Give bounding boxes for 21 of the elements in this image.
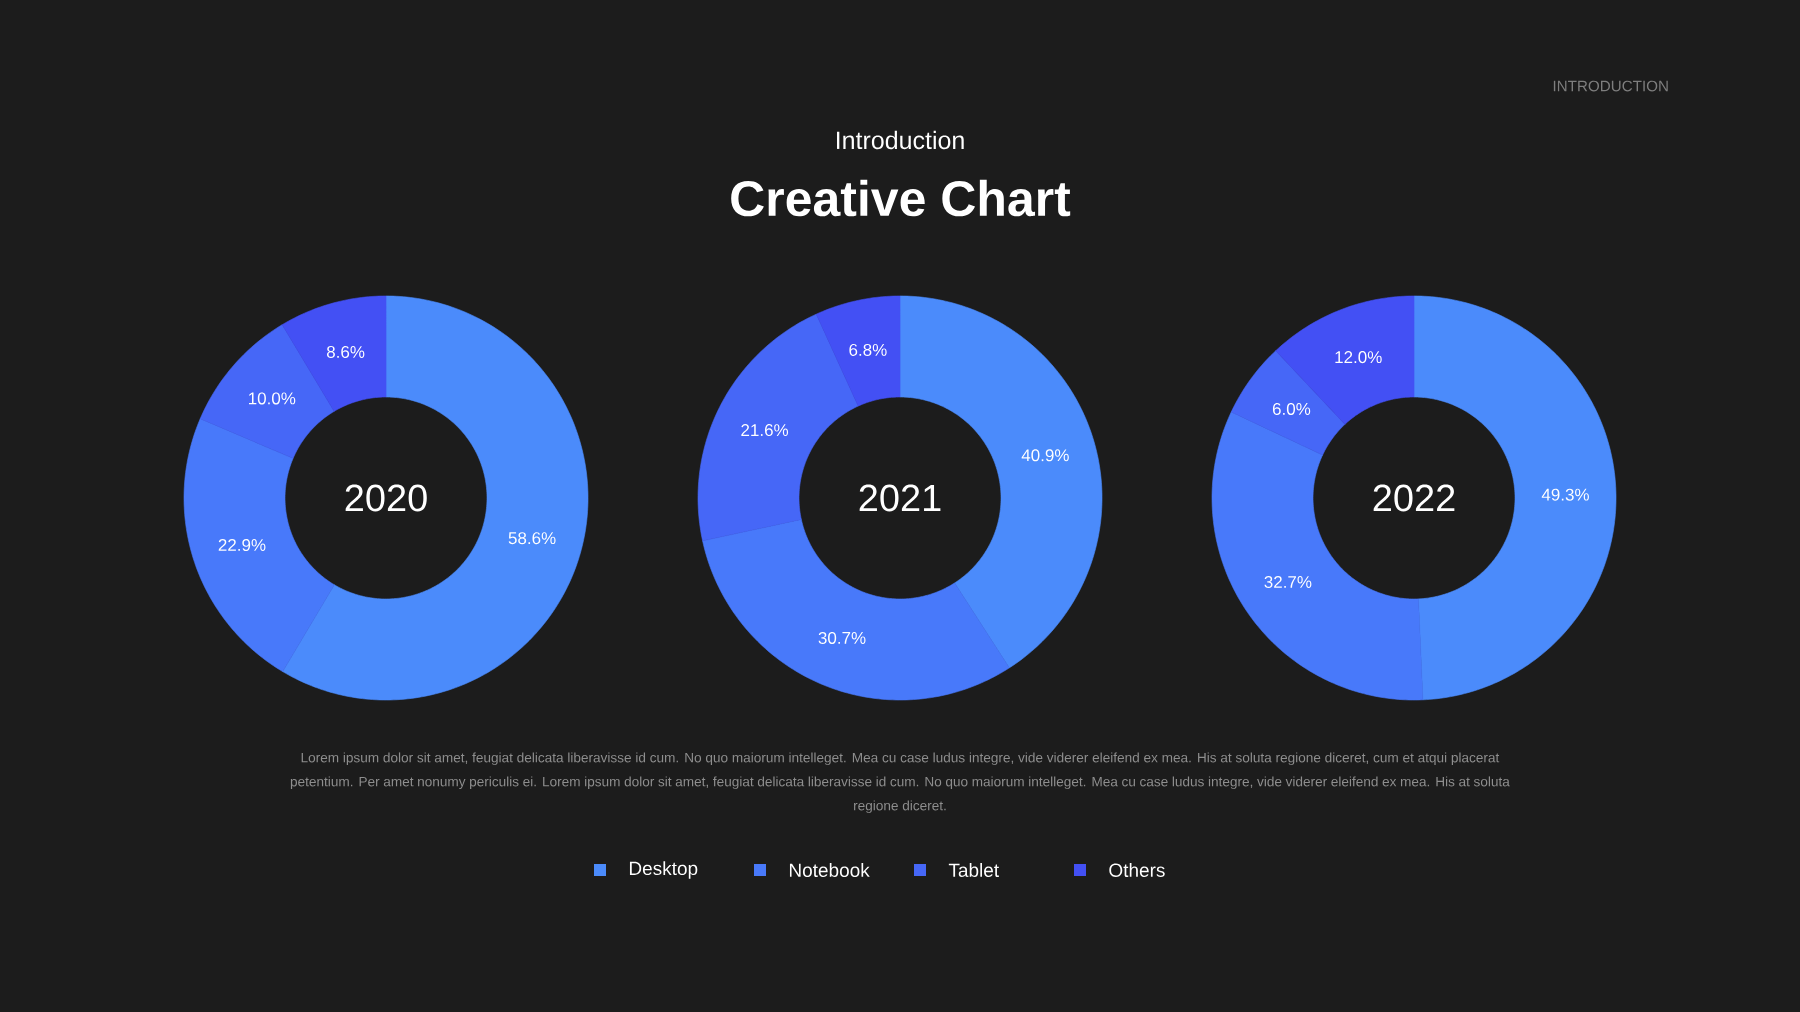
slice-label: 2021 <box>859 484 941 512</box>
legend-label: Desktop <box>629 861 698 879</box>
legend-label: Others <box>1109 863 1165 877</box>
data-label: 22.9% <box>218 538 266 552</box>
chart-subtitle: Introduction <box>837 130 964 150</box>
legend-label: Tablet <box>948 863 999 877</box>
data-label: 6.8% <box>849 343 887 356</box>
data-label: 8.6% <box>326 345 365 358</box>
slice-label: 2020 <box>345 484 427 512</box>
data-label: 49.3% <box>1541 488 1589 501</box>
data-label: 30.7% <box>818 631 866 644</box>
data-label: 58.6% <box>508 532 556 545</box>
slice-label: 2022 <box>1373 484 1455 512</box>
legend-label: Notebook <box>789 863 870 877</box>
data-label: 6.0% <box>1272 402 1311 415</box>
chart-title: Creative Chart <box>731 179 1071 217</box>
data-label: 21.6% <box>741 424 789 437</box>
data-label: 40.9% <box>1021 449 1069 462</box>
data-label: 10.0% <box>248 392 296 405</box>
data-label: 32.7% <box>1264 575 1312 588</box>
data-label: 12.0% <box>1335 351 1382 364</box>
